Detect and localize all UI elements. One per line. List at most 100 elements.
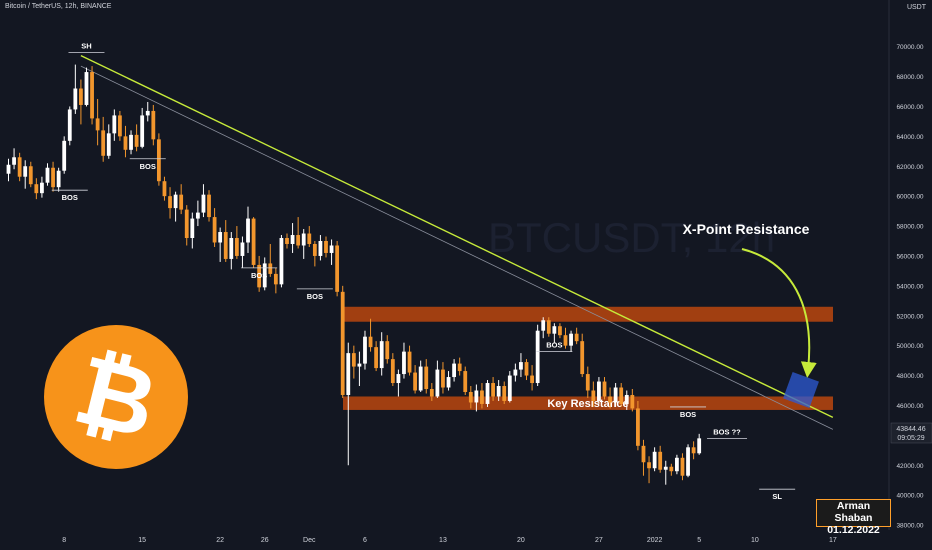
markers-layer: SH BOS BOS BOS BOS BOS BOS BOS ?? SL xyxy=(51,42,796,501)
y-tick-label: 60000.00 xyxy=(896,194,923,201)
candle-body xyxy=(145,110,150,116)
candle-body xyxy=(296,235,301,246)
key-resistance-zone xyxy=(343,396,833,410)
candle-body xyxy=(502,386,507,401)
candle-body xyxy=(546,320,551,334)
candle-body xyxy=(190,218,195,239)
candle-body xyxy=(229,238,234,259)
candle-body xyxy=(580,341,585,375)
candle-body xyxy=(28,166,33,185)
marker-label: BOS xyxy=(546,341,562,350)
candle-body xyxy=(480,390,484,404)
candle-body xyxy=(675,457,679,472)
marker-label: BOS xyxy=(62,193,78,202)
x-tick-label: 17 xyxy=(829,537,837,544)
candle-body xyxy=(312,243,317,256)
candle-body xyxy=(697,438,702,454)
y-tick-label: 50000.00 xyxy=(896,343,923,350)
candle-body xyxy=(379,341,384,369)
upper-resistance-zone xyxy=(343,306,833,322)
candle-body xyxy=(519,362,523,370)
candle-body xyxy=(201,194,206,213)
candle-body xyxy=(463,371,468,392)
candle-body xyxy=(140,115,145,147)
candle-body xyxy=(429,389,434,397)
y-axis-unit: USDT xyxy=(907,4,926,11)
x-axis-panel[interactable] xyxy=(0,531,889,550)
candle-body xyxy=(363,336,367,364)
candle-body xyxy=(34,184,39,194)
candle-body xyxy=(129,134,133,150)
candle-body xyxy=(318,241,323,256)
candle-body xyxy=(691,447,696,454)
candle-body xyxy=(118,115,122,137)
candle-body xyxy=(251,218,256,265)
candle-body xyxy=(23,166,28,177)
candle-body xyxy=(173,194,178,209)
candle-body xyxy=(212,217,217,243)
candle-body xyxy=(496,386,501,397)
candle-body xyxy=(307,233,312,244)
y-tick-label: 46000.00 xyxy=(896,403,923,410)
candle-body xyxy=(195,212,200,219)
author-name: Arman Shaban xyxy=(834,500,873,524)
y-axis-panel[interactable] xyxy=(889,0,932,550)
candle-body xyxy=(84,72,89,105)
candle-body xyxy=(285,238,289,244)
x-point-marker xyxy=(783,372,819,408)
candle-body xyxy=(413,372,418,391)
candle-body xyxy=(234,238,239,256)
candle-body xyxy=(591,390,596,401)
candle-body xyxy=(257,264,262,288)
candle-body xyxy=(535,330,540,384)
candle-body xyxy=(51,167,55,188)
candle-body xyxy=(491,383,495,397)
candle-body xyxy=(240,242,245,256)
candle-body xyxy=(357,363,362,367)
candle-body xyxy=(262,263,267,288)
candle-body xyxy=(513,369,518,376)
candle-body xyxy=(17,157,22,177)
candle-body xyxy=(647,462,651,469)
candle-body xyxy=(680,457,685,476)
author-date: 01.12.2022 xyxy=(827,524,880,536)
candle-body xyxy=(324,241,328,253)
candle-body xyxy=(106,133,111,156)
x-point-arrow xyxy=(741,248,817,378)
candle-body xyxy=(446,377,451,388)
candle-body xyxy=(95,118,100,131)
marker-label: BOS xyxy=(251,271,267,280)
y-tick-label: 56000.00 xyxy=(896,253,923,260)
candle-body xyxy=(385,341,390,360)
symbol-header[interactable]: Bitcoin / TetherUS, 12h, BINANCE xyxy=(5,3,112,10)
candle-body xyxy=(207,194,211,218)
candle-body xyxy=(223,232,228,259)
y-tick-label: 66000.00 xyxy=(896,104,923,111)
marker-label: BOS ?? xyxy=(713,427,741,436)
y-tick-label: 64000.00 xyxy=(896,134,923,141)
candle-body xyxy=(151,110,156,140)
candle-body xyxy=(123,136,128,150)
candle-body xyxy=(329,245,334,253)
candle-body xyxy=(619,387,624,404)
candle-body xyxy=(6,164,11,174)
y-tick-label: 54000.00 xyxy=(896,283,923,290)
candle-body xyxy=(474,390,479,403)
candle-body xyxy=(246,218,250,243)
candle-body xyxy=(184,209,189,239)
candle-body xyxy=(441,369,445,388)
candle-body xyxy=(457,363,462,372)
x-tick-label: 2022 xyxy=(647,537,663,544)
x-tick-label: 26 xyxy=(261,537,269,544)
candle-body xyxy=(396,374,401,384)
candle-body xyxy=(340,291,345,395)
candle-body xyxy=(218,232,223,243)
candle-body xyxy=(290,235,295,244)
x-tick-label: 8 xyxy=(62,537,66,544)
x-tick-label: 5 xyxy=(697,537,701,544)
candle-body xyxy=(597,381,601,401)
candle-body xyxy=(335,245,340,292)
x-point-label: X-Point Resistance xyxy=(683,221,810,237)
candle-body xyxy=(686,447,690,476)
